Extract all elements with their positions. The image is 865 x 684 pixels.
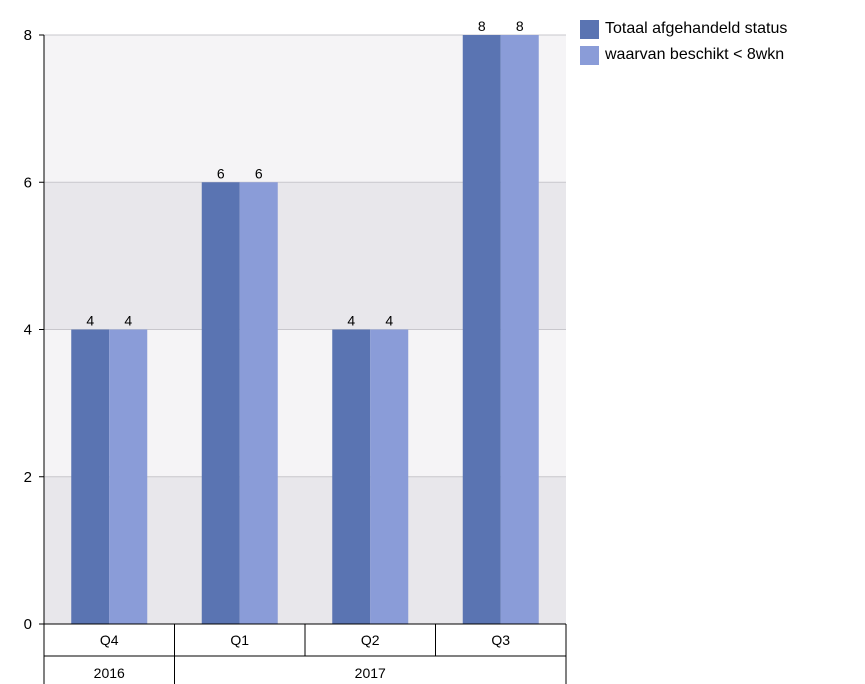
data-label: 6 bbox=[255, 165, 263, 181]
legend-swatch-series-2 bbox=[580, 45, 599, 65]
data-label: 4 bbox=[347, 313, 355, 329]
data-label: 4 bbox=[86, 313, 94, 329]
bar bbox=[500, 35, 539, 624]
x-tick-label: Q1 bbox=[230, 632, 249, 648]
legend-item-series-2: waarvan beschikt < 8wkn bbox=[580, 44, 787, 66]
y-tick-label: 0 bbox=[24, 616, 32, 633]
legend-label-series-1: Totaal afgehandeld status bbox=[605, 20, 788, 37]
bar bbox=[109, 329, 148, 624]
bar bbox=[71, 329, 110, 624]
y-tick-label: 2 bbox=[24, 469, 32, 486]
legend-swatch-series-1 bbox=[580, 19, 599, 39]
legend-label-series-2: waarvan beschikt < 8wkn bbox=[605, 46, 785, 63]
data-label: 6 bbox=[217, 165, 225, 181]
legend-item-series-1: Totaal afgehandeld status bbox=[580, 18, 787, 40]
data-label: 8 bbox=[478, 18, 486, 34]
legend: Totaal afgehandeld status waarvan beschi… bbox=[580, 18, 787, 70]
data-label: 8 bbox=[516, 18, 524, 34]
y-tick-label: 4 bbox=[24, 322, 32, 339]
x-tick-label: Q4 bbox=[100, 632, 119, 648]
x-tick-label: Q2 bbox=[361, 632, 380, 648]
y-tick-label: 6 bbox=[24, 174, 32, 191]
x-group-label: 2016 bbox=[94, 665, 125, 681]
data-label: 4 bbox=[124, 313, 132, 329]
bar bbox=[332, 329, 371, 624]
bar-chart: 4 4 6 6 4 4 8 8 0 2 4 6 8 Q4 Q1 Q2 Q3 2016 2017 bbox=[24, 18, 567, 684]
bar bbox=[370, 329, 409, 624]
data-label: 4 bbox=[385, 313, 393, 329]
bar bbox=[239, 182, 278, 624]
bar bbox=[462, 35, 501, 624]
y-tick-label: 8 bbox=[24, 27, 32, 44]
bar bbox=[201, 182, 240, 624]
x-group-label: 2017 bbox=[355, 665, 386, 681]
x-tick-label: Q3 bbox=[491, 632, 510, 648]
